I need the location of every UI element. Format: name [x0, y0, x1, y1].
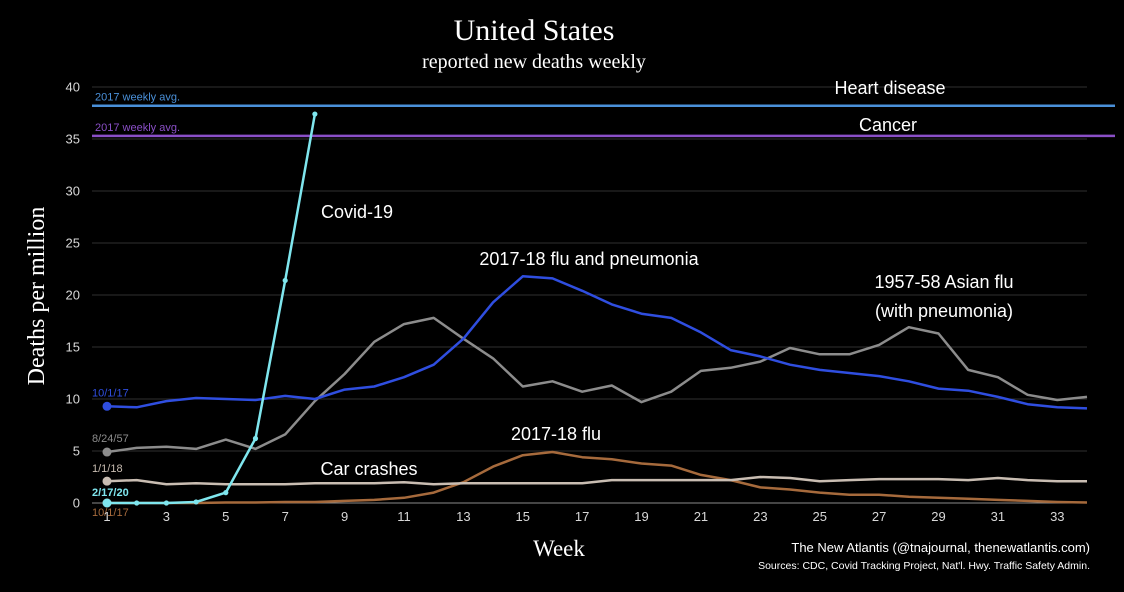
annotation-heart-disease: Heart disease: [834, 78, 945, 98]
reference-line-note: 2017 weekly avg.: [95, 92, 180, 104]
y-axis-label: Deaths per million: [24, 207, 50, 386]
y-tick-label: 20: [66, 288, 80, 303]
annotation-asian-flu: 1957-58 Asian flu: [874, 272, 1013, 292]
data-point: [223, 490, 229, 496]
x-tick-label: 19: [634, 509, 648, 524]
x-tick-label: 7: [282, 509, 289, 524]
series-start-label: 1/1/18: [92, 463, 123, 475]
data-point: [134, 500, 140, 506]
annotation-car-crashes: Car crashes: [320, 459, 417, 479]
data-point: [193, 499, 199, 505]
y-tick-label: 5: [73, 444, 80, 459]
series-start-label: 2/17/20: [92, 487, 129, 499]
x-tick-label: 21: [694, 509, 708, 524]
data-point: [163, 500, 169, 506]
data-point: [282, 277, 288, 284]
data-point: [252, 435, 259, 442]
y-tick-label: 35: [66, 132, 80, 147]
series-line-covid-19: [107, 113, 317, 505]
data-point: [312, 111, 318, 117]
x-tick-label: 27: [872, 509, 886, 524]
series-start-label: 8/24/57: [92, 433, 129, 445]
x-tick-label: 11: [397, 509, 411, 524]
annotation-cancer: Cancer: [859, 115, 917, 135]
series-start-dot: [102, 476, 112, 486]
sources-text: Sources: CDC, Covid Tracking Project, Na…: [758, 560, 1090, 572]
x-tick-label: 1: [103, 509, 110, 524]
series-start-label: 10/1/17: [92, 507, 129, 519]
x-tick-label: 13: [456, 509, 470, 524]
x-tick-label: 29: [931, 509, 945, 524]
series-line-car-crashes: [106, 475, 1087, 486]
chart-subtitle: reported new deaths weekly: [422, 51, 646, 73]
credit-text: The New Atlantis (@tnajournal, thenewatl…: [791, 540, 1090, 555]
x-axis-label: Week: [533, 536, 585, 561]
x-tick-label: 25: [812, 509, 826, 524]
x-tick-label: 15: [516, 509, 530, 524]
y-tick-label: 30: [66, 184, 80, 199]
y-tick-label: 40: [66, 80, 80, 95]
series-start-dot: [102, 447, 112, 457]
annotation-flu: 2017-18 flu: [511, 424, 601, 444]
x-tick-label: 9: [341, 509, 348, 524]
x-tick-label: 5: [222, 509, 229, 524]
series-line-2017-18-flu-and-pneumonia: [106, 275, 1088, 410]
series-start-label: 10/1/17: [92, 387, 129, 399]
x-tick-label: 17: [575, 509, 589, 524]
annotation-asian-flu-note: (with pneumonia): [875, 301, 1013, 321]
series-start-dot: [102, 401, 112, 411]
x-tick-label: 33: [1050, 509, 1064, 524]
series-line-1957-58-asian-flu-with-pneumonia: [106, 316, 1088, 454]
series-start-dot: [102, 498, 112, 508]
x-tick-label: 3: [163, 509, 170, 524]
annotation-flu-pneumonia: 2017-18 flu and pneumonia: [479, 249, 699, 269]
annotation-covid: Covid-19: [321, 202, 393, 222]
x-tick-label: 31: [991, 509, 1005, 524]
chart-title: United States: [454, 14, 615, 47]
y-tick-label: 15: [66, 340, 80, 355]
y-tick-label: 25: [66, 236, 80, 251]
series-line-2017-18-flu: [107, 450, 1088, 505]
x-tick-label: 23: [753, 509, 767, 524]
reference-line-note: 2017 weekly avg.: [95, 122, 180, 134]
y-tick-label: 10: [66, 392, 80, 407]
y-tick-label: 0: [73, 496, 80, 511]
